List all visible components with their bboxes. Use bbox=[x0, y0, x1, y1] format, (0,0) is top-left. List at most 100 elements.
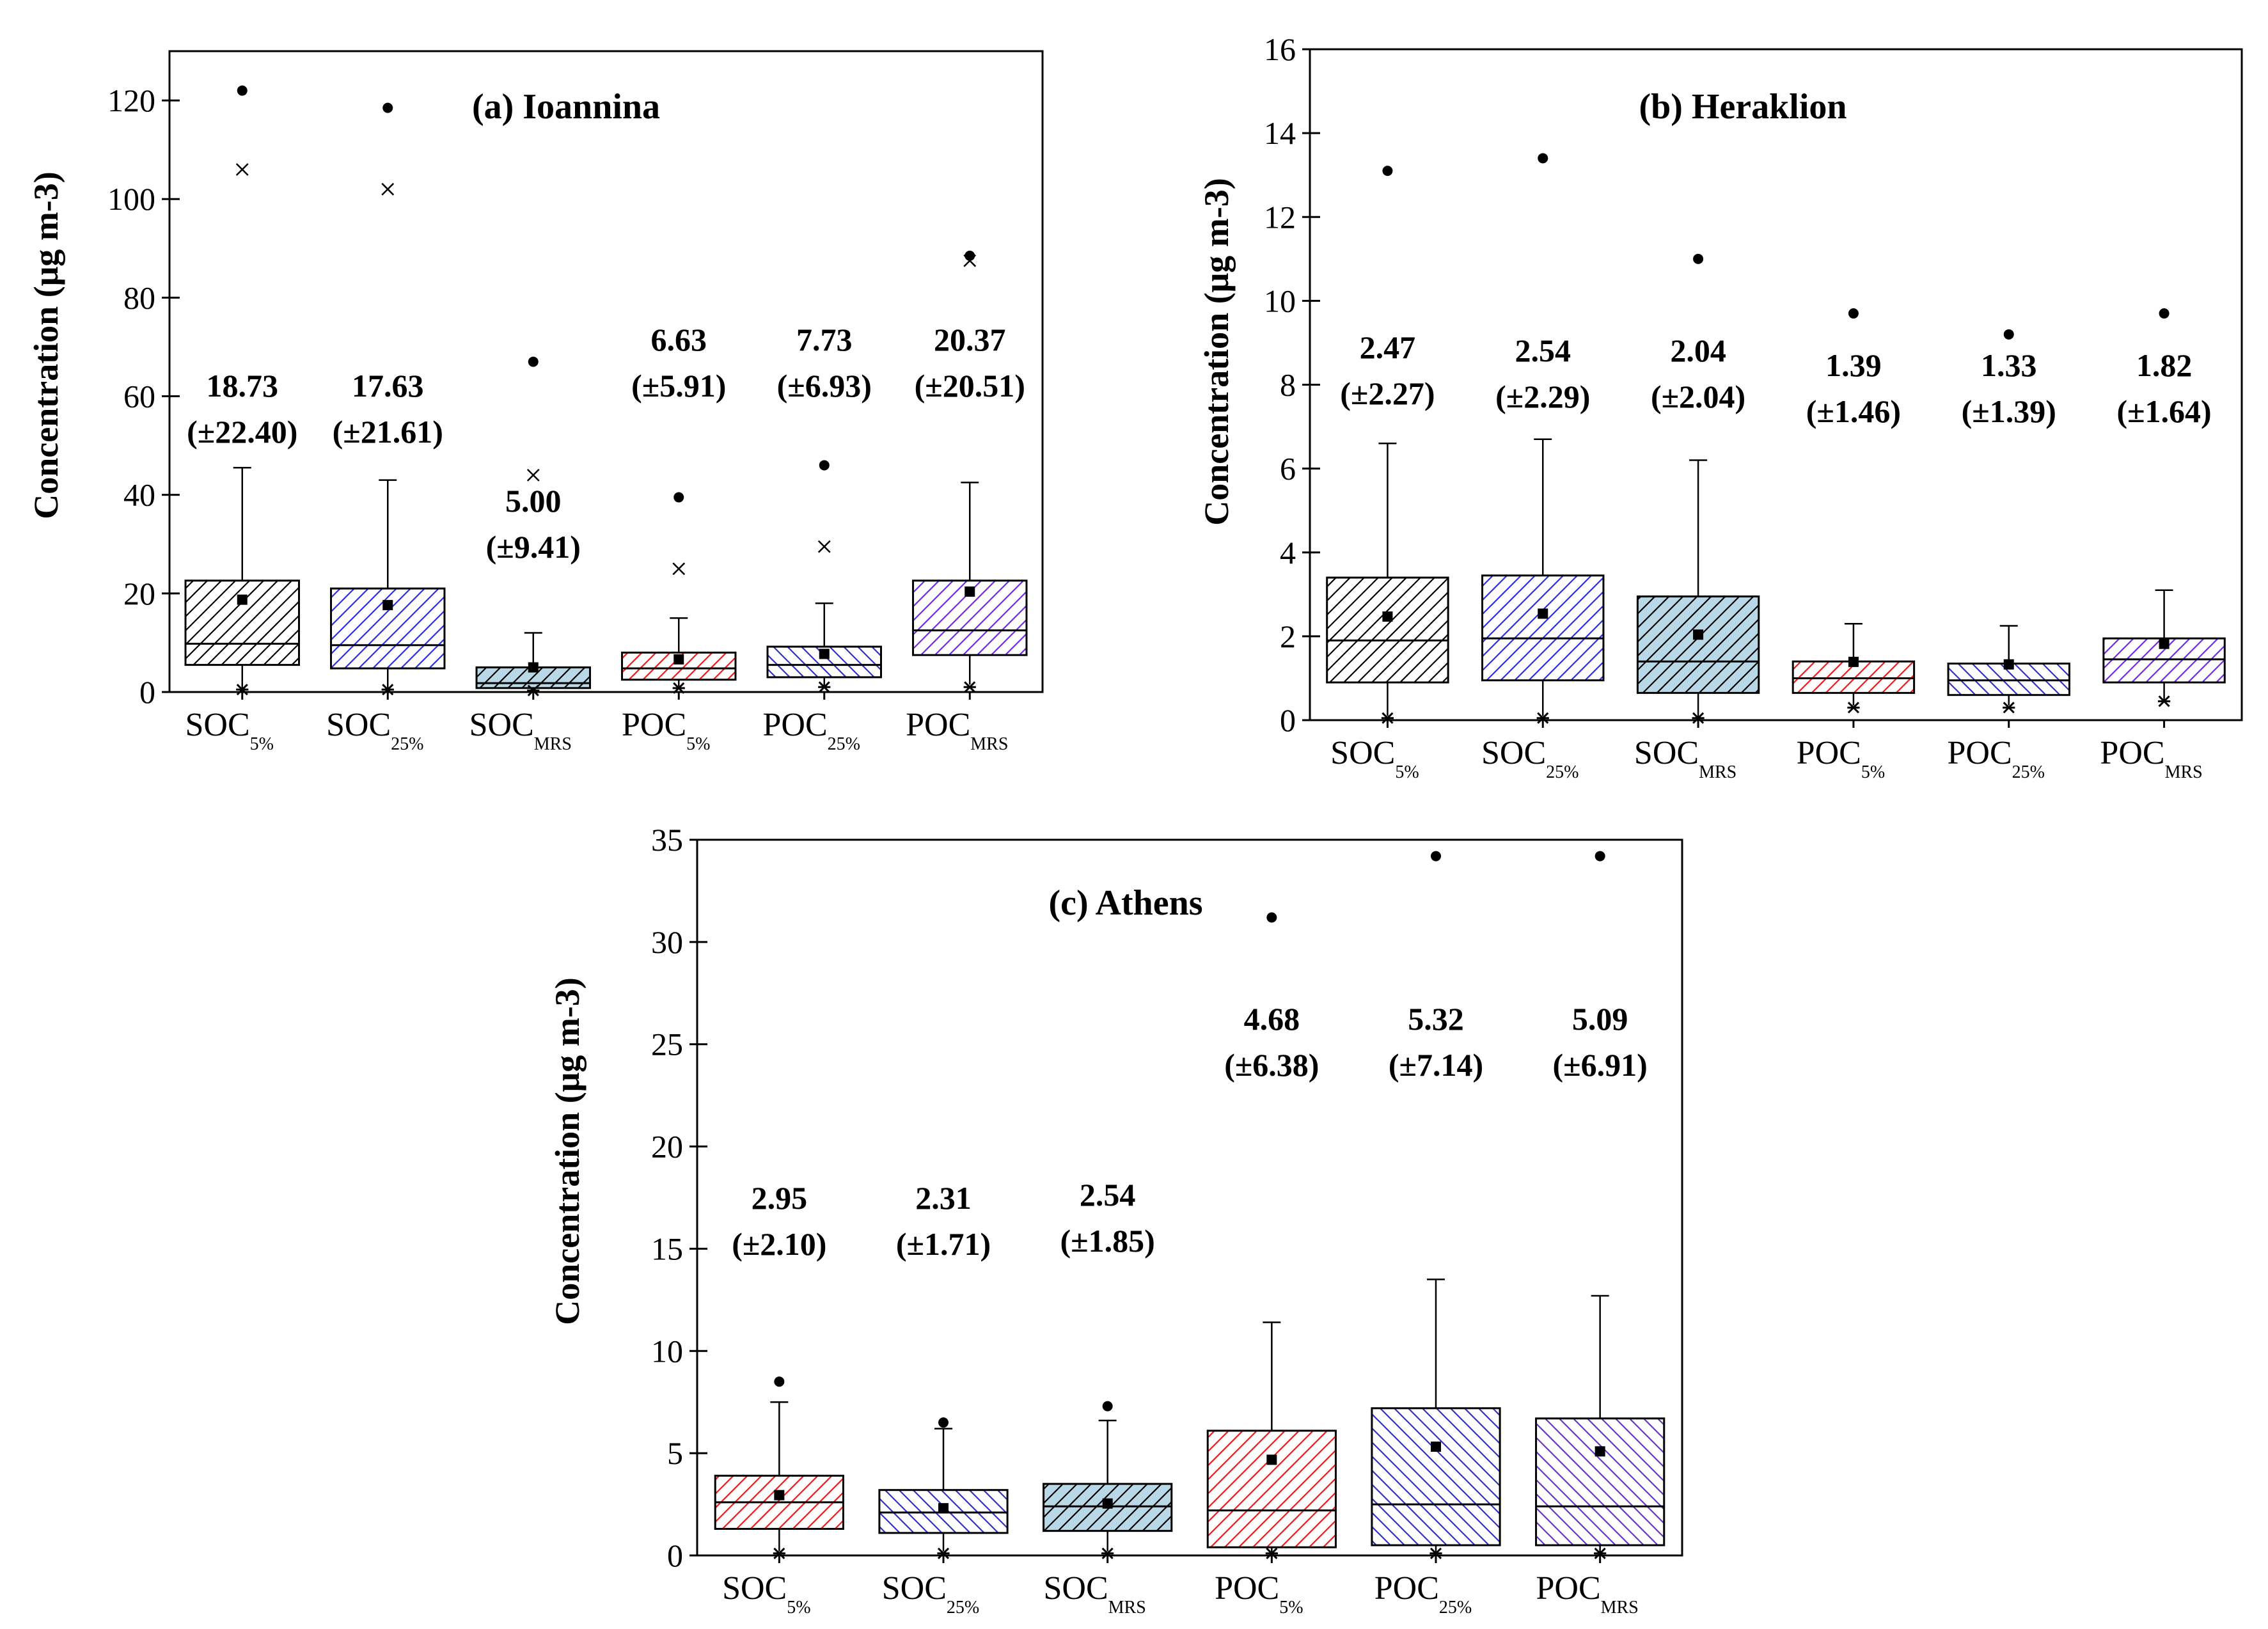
min-marker bbox=[1692, 712, 1705, 724]
box-1: 17.63 (±21.61) bbox=[330, 102, 446, 696]
max-marker bbox=[1382, 166, 1393, 177]
mean-marker bbox=[774, 1490, 785, 1500]
x-tick-label-sub: MRS bbox=[1699, 762, 1736, 782]
sd-label: (±2.27) bbox=[1340, 375, 1435, 411]
x-tick-label-main: POC bbox=[1797, 735, 1861, 771]
min-marker bbox=[937, 1547, 950, 1559]
min-marker bbox=[818, 681, 831, 693]
box-5: 1.82 (±1.64) bbox=[2102, 308, 2226, 707]
y-tick-label: 100 bbox=[107, 181, 155, 217]
x-tick-label-main: SOC bbox=[882, 1570, 947, 1607]
x-tick-label-main: SOC bbox=[185, 707, 250, 743]
plot-frame bbox=[1309, 48, 2243, 721]
mean-label: 5.00 bbox=[505, 483, 562, 519]
y-axis-title-text: Concentration (μg m-3) bbox=[27, 171, 65, 519]
sd-label: (±2.04) bbox=[1651, 379, 1745, 414]
x-tick-label-sub: 25% bbox=[947, 1598, 979, 1617]
mean-label: 5.09 bbox=[1572, 1001, 1628, 1037]
y-tick-label: 2 bbox=[1280, 618, 1296, 654]
y-tick-label: 10 bbox=[651, 1333, 683, 1369]
box-0: 2.95 (±2.10) bbox=[714, 1180, 844, 1559]
x-tick-label-sub: MRS bbox=[2165, 762, 2203, 782]
box-3: 4.68 (±6.38) bbox=[1206, 912, 1337, 1559]
x-tick-label-main: SOC bbox=[326, 707, 391, 743]
x-tick-label-sub: 25% bbox=[2012, 762, 2045, 782]
mean-label: 7.73 bbox=[796, 322, 853, 358]
y-tick-label: 0 bbox=[667, 1538, 683, 1573]
max-marker bbox=[1595, 851, 1605, 862]
mean-marker bbox=[673, 654, 684, 665]
x-tick-label: POC5% bbox=[622, 707, 710, 754]
p99-marker bbox=[381, 182, 395, 196]
p99-marker bbox=[817, 540, 831, 553]
x-tick-label-sub: 5% bbox=[1279, 1598, 1303, 1617]
y-axis-title-text: Concentration (μg m-3) bbox=[548, 977, 587, 1325]
mean-marker bbox=[1431, 1441, 1441, 1452]
y-tick-label: 6 bbox=[1280, 451, 1296, 487]
sd-label: (±1.46) bbox=[1806, 393, 1901, 429]
max-marker bbox=[2159, 308, 2170, 319]
y-tick-label: 30 bbox=[651, 924, 683, 960]
plot-frame bbox=[696, 838, 1683, 1557]
panel-heraklion: (b) Heraklion Concentration (μg m-3) 0 2 4… bbox=[1197, 31, 2243, 782]
y-tick-label: 20 bbox=[123, 576, 155, 611]
min-marker bbox=[672, 682, 685, 694]
min-marker bbox=[2003, 702, 2015, 714]
panel-athens: (c) Athens Concentration (μg m-3) 0 5 10 15… bbox=[548, 822, 1683, 1617]
y-tick-label: 10 bbox=[1264, 283, 1296, 319]
iqr-box bbox=[184, 579, 300, 666]
y-tick-label: 4 bbox=[1280, 535, 1296, 571]
x-tick-label-sub: MRS bbox=[970, 734, 1008, 754]
x-tick-label: SOCMRS bbox=[1634, 735, 1736, 782]
x-tick-label-main: SOC bbox=[1330, 735, 1395, 771]
sd-label: (±1.71) bbox=[896, 1226, 991, 1262]
sd-label: (±6.91) bbox=[1553, 1047, 1648, 1083]
box-2: 2.54 (±1.85) bbox=[1043, 1177, 1173, 1559]
mean-marker bbox=[1595, 1446, 1605, 1457]
min-marker bbox=[1429, 1547, 1442, 1559]
min-marker bbox=[381, 684, 394, 696]
mean-label: 2.54 bbox=[1515, 333, 1571, 368]
mean-marker bbox=[237, 594, 248, 605]
x-tick-label: POCMRS bbox=[2100, 735, 2202, 782]
y-tick-label: 20 bbox=[651, 1129, 683, 1165]
x-tick-label-main: SOC bbox=[1481, 735, 1546, 771]
sd-label: (±1.85) bbox=[1060, 1223, 1155, 1259]
iqr-box bbox=[1636, 595, 1760, 694]
max-marker bbox=[819, 460, 830, 471]
p99-marker bbox=[526, 468, 540, 482]
y-axis-title: Concentration (μg m-3) bbox=[548, 977, 587, 1325]
x-tick-label-main: SOC bbox=[1044, 1570, 1108, 1607]
min-marker bbox=[1381, 712, 1394, 724]
iqr-box bbox=[1371, 1407, 1501, 1546]
sd-label: (±5.91) bbox=[631, 368, 726, 404]
y-tick-label: 0 bbox=[1280, 702, 1296, 738]
box-1: 2.54 (±2.29) bbox=[1481, 153, 1605, 724]
x-tick-label: SOC25% bbox=[882, 1570, 979, 1617]
x-tick-label-sub: 5% bbox=[787, 1598, 810, 1617]
box-2: 2.04 (±2.04) bbox=[1636, 253, 1760, 724]
max-marker bbox=[1693, 253, 1704, 264]
box-0: 2.47 (±2.27) bbox=[1326, 166, 1449, 724]
y-axis-title: Concentration (μg m-3) bbox=[1197, 178, 1236, 526]
y-tick-label: 35 bbox=[651, 822, 683, 858]
sd-label: (±22.40) bbox=[187, 414, 297, 450]
mean-label: 1.33 bbox=[1981, 347, 2037, 383]
mean-label: 5.32 bbox=[1408, 1001, 1464, 1037]
mean-label: 20.37 bbox=[934, 322, 1006, 358]
panel-title: (c) Athens bbox=[1048, 883, 1202, 923]
iqr-box bbox=[1535, 1417, 1666, 1546]
x-tick-label-sub: MRS bbox=[1601, 1598, 1639, 1617]
mean-label: 17.63 bbox=[352, 368, 424, 404]
sd-label: (±1.39) bbox=[1962, 393, 2056, 429]
x-tick-label-main: POC bbox=[906, 707, 970, 743]
x-tick-label-sub: 25% bbox=[1439, 1598, 1472, 1617]
max-marker bbox=[774, 1376, 785, 1387]
mean-label: 2.47 bbox=[1360, 329, 1416, 365]
max-marker bbox=[1538, 153, 1548, 164]
mean-marker bbox=[965, 586, 975, 597]
iqr-box bbox=[1481, 574, 1605, 682]
sd-label: (±7.14) bbox=[1389, 1047, 1483, 1083]
min-marker bbox=[773, 1547, 785, 1559]
box-3: 6.63 (±5.91) bbox=[621, 322, 737, 694]
